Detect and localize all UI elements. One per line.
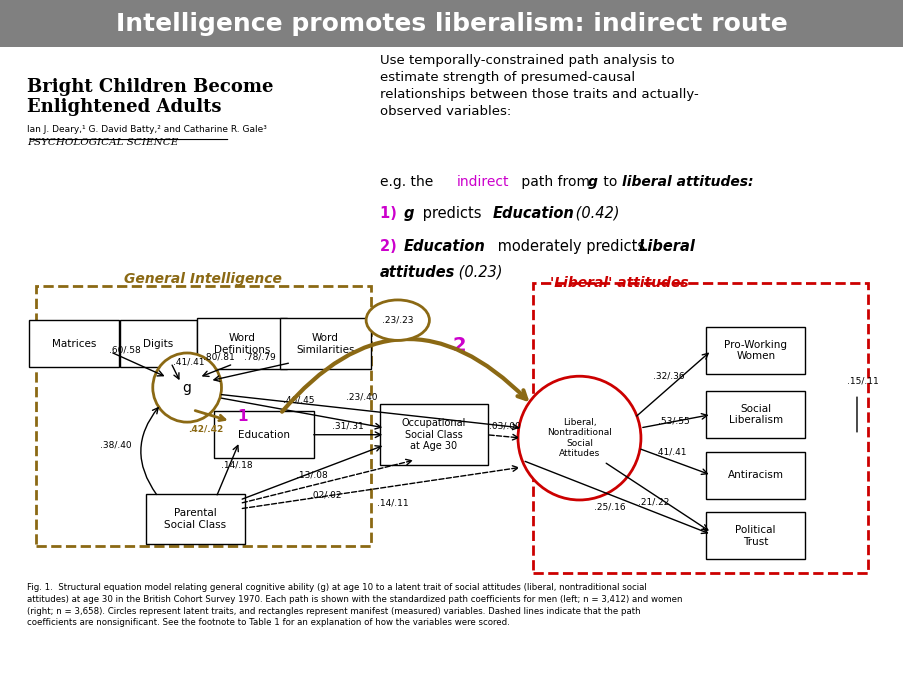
Text: .46/.45: .46/.45 — [283, 396, 313, 404]
Text: Bright Children Become
Enlightened Adults: Bright Children Become Enlightened Adult… — [27, 78, 274, 117]
FancyBboxPatch shape — [379, 404, 488, 465]
FancyBboxPatch shape — [705, 512, 805, 559]
Text: PSYCHOLOGICAL SCIENCE: PSYCHOLOGICAL SCIENCE — [27, 138, 178, 147]
Text: Liberal,
Nontraditional
Social
Attitudes: Liberal, Nontraditional Social Attitudes — [546, 418, 611, 458]
Text: g: g — [404, 206, 414, 220]
Text: .41/.41: .41/.41 — [655, 448, 685, 457]
Text: .31/.31: .31/.31 — [331, 421, 364, 430]
Text: Liberal: Liberal — [638, 239, 694, 254]
Text: Pro-Working
Women: Pro-Working Women — [723, 340, 787, 361]
Ellipse shape — [517, 376, 640, 500]
Text: .53/.55: .53/.55 — [656, 417, 689, 425]
Text: .41/.41: .41/.41 — [172, 358, 204, 367]
Text: path from: path from — [517, 175, 594, 189]
FancyArrowPatch shape — [282, 339, 526, 412]
Text: Word
Similarities: Word Similarities — [296, 333, 354, 355]
Text: .02/.02: .02/.02 — [310, 491, 340, 499]
Text: .42/.42: .42/.42 — [189, 425, 223, 433]
Text: .60/.58: .60/.58 — [108, 346, 141, 355]
Text: Social
Liberalism: Social Liberalism — [728, 404, 782, 425]
Text: Matrices: Matrices — [51, 339, 97, 348]
Text: .15/.11: .15/.11 — [846, 376, 879, 386]
FancyBboxPatch shape — [119, 320, 196, 367]
FancyBboxPatch shape — [280, 319, 370, 369]
Text: to: to — [599, 175, 621, 189]
Text: Antiracism: Antiracism — [727, 470, 783, 480]
Text: (0.42): (0.42) — [571, 206, 619, 220]
Text: Intelligence promotes liberalism: indirect route: Intelligence promotes liberalism: indire… — [116, 11, 787, 36]
Text: 1): 1) — [379, 206, 401, 220]
Text: .14/.11: .14/.11 — [377, 499, 408, 508]
Text: .21/.22: .21/.22 — [638, 497, 668, 507]
Text: .38/.40: .38/.40 — [100, 440, 131, 450]
Text: liberal attitudes:: liberal attitudes: — [621, 175, 752, 189]
Text: .25/.16: .25/.16 — [594, 502, 625, 511]
Text: g: g — [182, 381, 191, 394]
Text: Ian J. Deary,¹ G. David Batty,² and Catharine R. Gale³: Ian J. Deary,¹ G. David Batty,² and Cath… — [27, 125, 266, 133]
Text: moderately predicts: moderately predicts — [492, 239, 648, 254]
Text: Parental
Social Class: Parental Social Class — [164, 508, 226, 530]
Text: Education: Education — [492, 206, 573, 220]
FancyBboxPatch shape — [197, 319, 287, 369]
FancyBboxPatch shape — [705, 327, 805, 374]
Text: .80/.81: .80/.81 — [202, 353, 235, 362]
Text: Digits: Digits — [143, 339, 173, 348]
Text: .78/.79: .78/.79 — [243, 353, 275, 362]
Text: g: g — [587, 175, 597, 189]
Text: Fig. 1.  Structural equation model relating general cognitive ability (g) at age: Fig. 1. Structural equation model relati… — [27, 583, 682, 627]
Text: 1: 1 — [237, 409, 248, 424]
Text: e.g. the: e.g. the — [379, 175, 437, 189]
Text: .03/.00: .03/.00 — [488, 421, 520, 430]
Text: attitudes: attitudes — [379, 265, 454, 280]
Text: .23/.23: .23/.23 — [382, 315, 413, 325]
Text: Word
Definitions: Word Definitions — [214, 333, 270, 355]
Text: General Intelligence: General Intelligence — [125, 272, 282, 286]
Text: Education: Education — [404, 239, 485, 254]
FancyBboxPatch shape — [214, 411, 313, 458]
Ellipse shape — [153, 353, 221, 422]
FancyBboxPatch shape — [705, 391, 805, 438]
Text: .14/.18: .14/.18 — [221, 460, 253, 470]
Text: indirect: indirect — [456, 175, 508, 189]
Text: Political
Trust: Political Trust — [735, 525, 775, 547]
Text: .13/.08: .13/.08 — [295, 470, 328, 479]
FancyBboxPatch shape — [0, 0, 903, 47]
Text: Use temporally-constrained path analysis to
estimate strength of presumed-causal: Use temporally-constrained path analysis… — [379, 54, 698, 118]
FancyBboxPatch shape — [29, 320, 119, 367]
Text: Education: Education — [237, 430, 290, 439]
Text: 'Liberal' attitudes: 'Liberal' attitudes — [549, 276, 688, 290]
Text: .23/.40: .23/.40 — [346, 392, 377, 401]
FancyBboxPatch shape — [145, 493, 245, 545]
Ellipse shape — [366, 300, 429, 340]
Text: (0.23): (0.23) — [453, 265, 502, 280]
Text: Occupational
Social Class
at Age 30: Occupational Social Class at Age 30 — [401, 418, 466, 452]
Text: 2: 2 — [452, 336, 466, 355]
Text: 2): 2) — [379, 239, 401, 254]
FancyBboxPatch shape — [705, 452, 805, 499]
Text: .32/.36: .32/.36 — [653, 371, 684, 381]
Text: predicts: predicts — [417, 206, 485, 220]
